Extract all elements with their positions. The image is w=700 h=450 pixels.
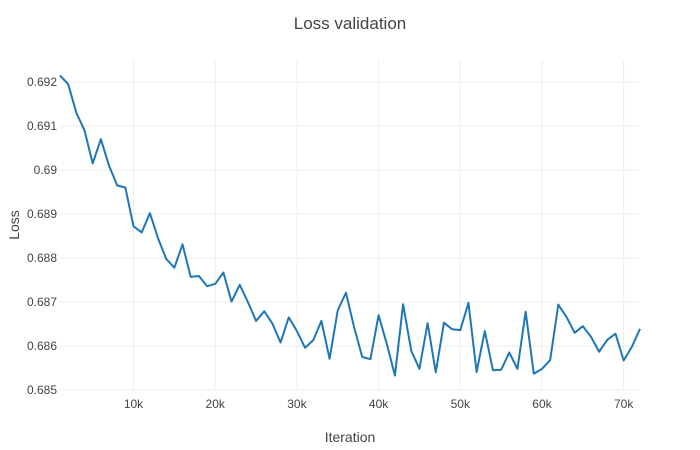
data-point[interactable] [252, 317, 260, 325]
data-point[interactable] [554, 301, 562, 309]
data-point[interactable] [522, 308, 530, 316]
data-point[interactable] [219, 269, 227, 277]
data-point[interactable] [317, 317, 325, 325]
x-tick-label: 50k [451, 397, 471, 411]
data-point[interactable] [375, 311, 383, 319]
data-point[interactable] [505, 349, 513, 357]
x-tick-label: 40k [369, 397, 389, 411]
data-point[interactable] [473, 368, 481, 376]
data-point[interactable] [358, 353, 366, 361]
data-point[interactable] [113, 181, 121, 189]
data-point[interactable] [203, 282, 211, 290]
data-point[interactable] [56, 71, 64, 79]
x-tick-label: 10k [124, 397, 144, 411]
data-point[interactable] [440, 319, 448, 327]
data-point[interactable] [138, 228, 146, 236]
data-point[interactable] [89, 159, 97, 167]
y-tick-label: 0.688 [27, 251, 57, 265]
data-point[interactable] [130, 222, 138, 230]
data-point[interactable] [603, 336, 611, 344]
data-point[interactable] [81, 126, 89, 134]
data-point[interactable] [391, 371, 399, 379]
data-point[interactable] [334, 306, 342, 314]
data-point[interactable] [579, 322, 587, 330]
data-point[interactable] [587, 333, 595, 341]
data-point[interactable] [228, 298, 236, 306]
data-point[interactable] [326, 355, 334, 363]
data-point[interactable] [513, 365, 521, 373]
x-axis-ticks: 10k 20k 30k 40k 50k 60k 70k [124, 397, 634, 411]
y-tick-label: 0.687 [27, 295, 57, 309]
data-point[interactable] [481, 327, 489, 335]
data-point[interactable] [399, 300, 407, 308]
y-tick-label: 0.69 [34, 163, 58, 177]
data-point[interactable] [187, 273, 195, 281]
x-tick-label: 30k [287, 397, 307, 411]
x-axis-label: Iteration [325, 429, 376, 445]
data-point[interactable] [350, 323, 358, 331]
data-point[interactable] [546, 356, 554, 364]
data-point[interactable] [244, 298, 252, 306]
data-point[interactable] [424, 319, 432, 327]
y-tick-label: 0.689 [27, 207, 57, 221]
data-point[interactable] [538, 365, 546, 373]
data-point[interactable] [383, 340, 391, 348]
data-point[interactable] [268, 320, 276, 328]
data-point[interactable] [277, 338, 285, 346]
data-point[interactable] [195, 272, 203, 280]
data-point[interactable] [64, 80, 72, 88]
data-point[interactable] [464, 299, 472, 307]
data-point[interactable] [489, 366, 497, 374]
y-tick-label: 0.686 [27, 339, 57, 353]
y-axis-ticks: 0.685 0.686 0.687 0.688 0.689 0.69 0.691 0.692 [27, 75, 57, 397]
data-point[interactable] [628, 343, 636, 351]
grid [60, 60, 640, 391]
data-point[interactable] [636, 325, 644, 333]
data-point[interactable] [342, 289, 350, 297]
data-point[interactable] [162, 255, 170, 263]
y-tick-label: 0.691 [27, 119, 57, 133]
data-point[interactable] [595, 348, 603, 356]
data-point[interactable] [562, 313, 570, 321]
y-tick-label: 0.692 [27, 75, 57, 89]
data-point[interactable] [432, 368, 440, 376]
data-point[interactable] [456, 326, 464, 334]
data-point[interactable] [97, 135, 105, 143]
data-point[interactable] [285, 313, 293, 321]
data-point[interactable] [179, 240, 187, 248]
data-point[interactable] [448, 325, 456, 333]
data-point[interactable] [530, 370, 538, 378]
data-point[interactable] [571, 329, 579, 337]
data-point[interactable] [293, 327, 301, 335]
data-point[interactable] [309, 336, 317, 344]
x-tick-label: 20k [206, 397, 226, 411]
data-point[interactable] [236, 281, 244, 289]
data-point[interactable] [497, 366, 505, 374]
data-point[interactable] [611, 330, 619, 338]
chart-title: Loss validation [294, 14, 406, 33]
data-point[interactable] [301, 344, 309, 352]
data-point[interactable] [105, 162, 113, 170]
x-tick-label: 60k [532, 397, 552, 411]
data-point[interactable] [121, 184, 129, 192]
series-layer [56, 71, 644, 379]
data-point[interactable] [170, 264, 178, 272]
data-point[interactable] [146, 209, 154, 217]
y-tick-label: 0.685 [27, 383, 57, 397]
data-point[interactable] [154, 234, 162, 242]
y-axis-label: Loss [6, 210, 22, 240]
series-line [59, 74, 641, 377]
data-point[interactable] [366, 355, 374, 363]
data-point[interactable] [260, 307, 268, 315]
data-point[interactable] [620, 357, 628, 365]
data-point[interactable] [72, 109, 80, 117]
x-tick-label: 70k [614, 397, 634, 411]
data-point[interactable] [211, 280, 219, 288]
data-point[interactable] [407, 347, 415, 355]
data-point[interactable] [415, 365, 423, 373]
